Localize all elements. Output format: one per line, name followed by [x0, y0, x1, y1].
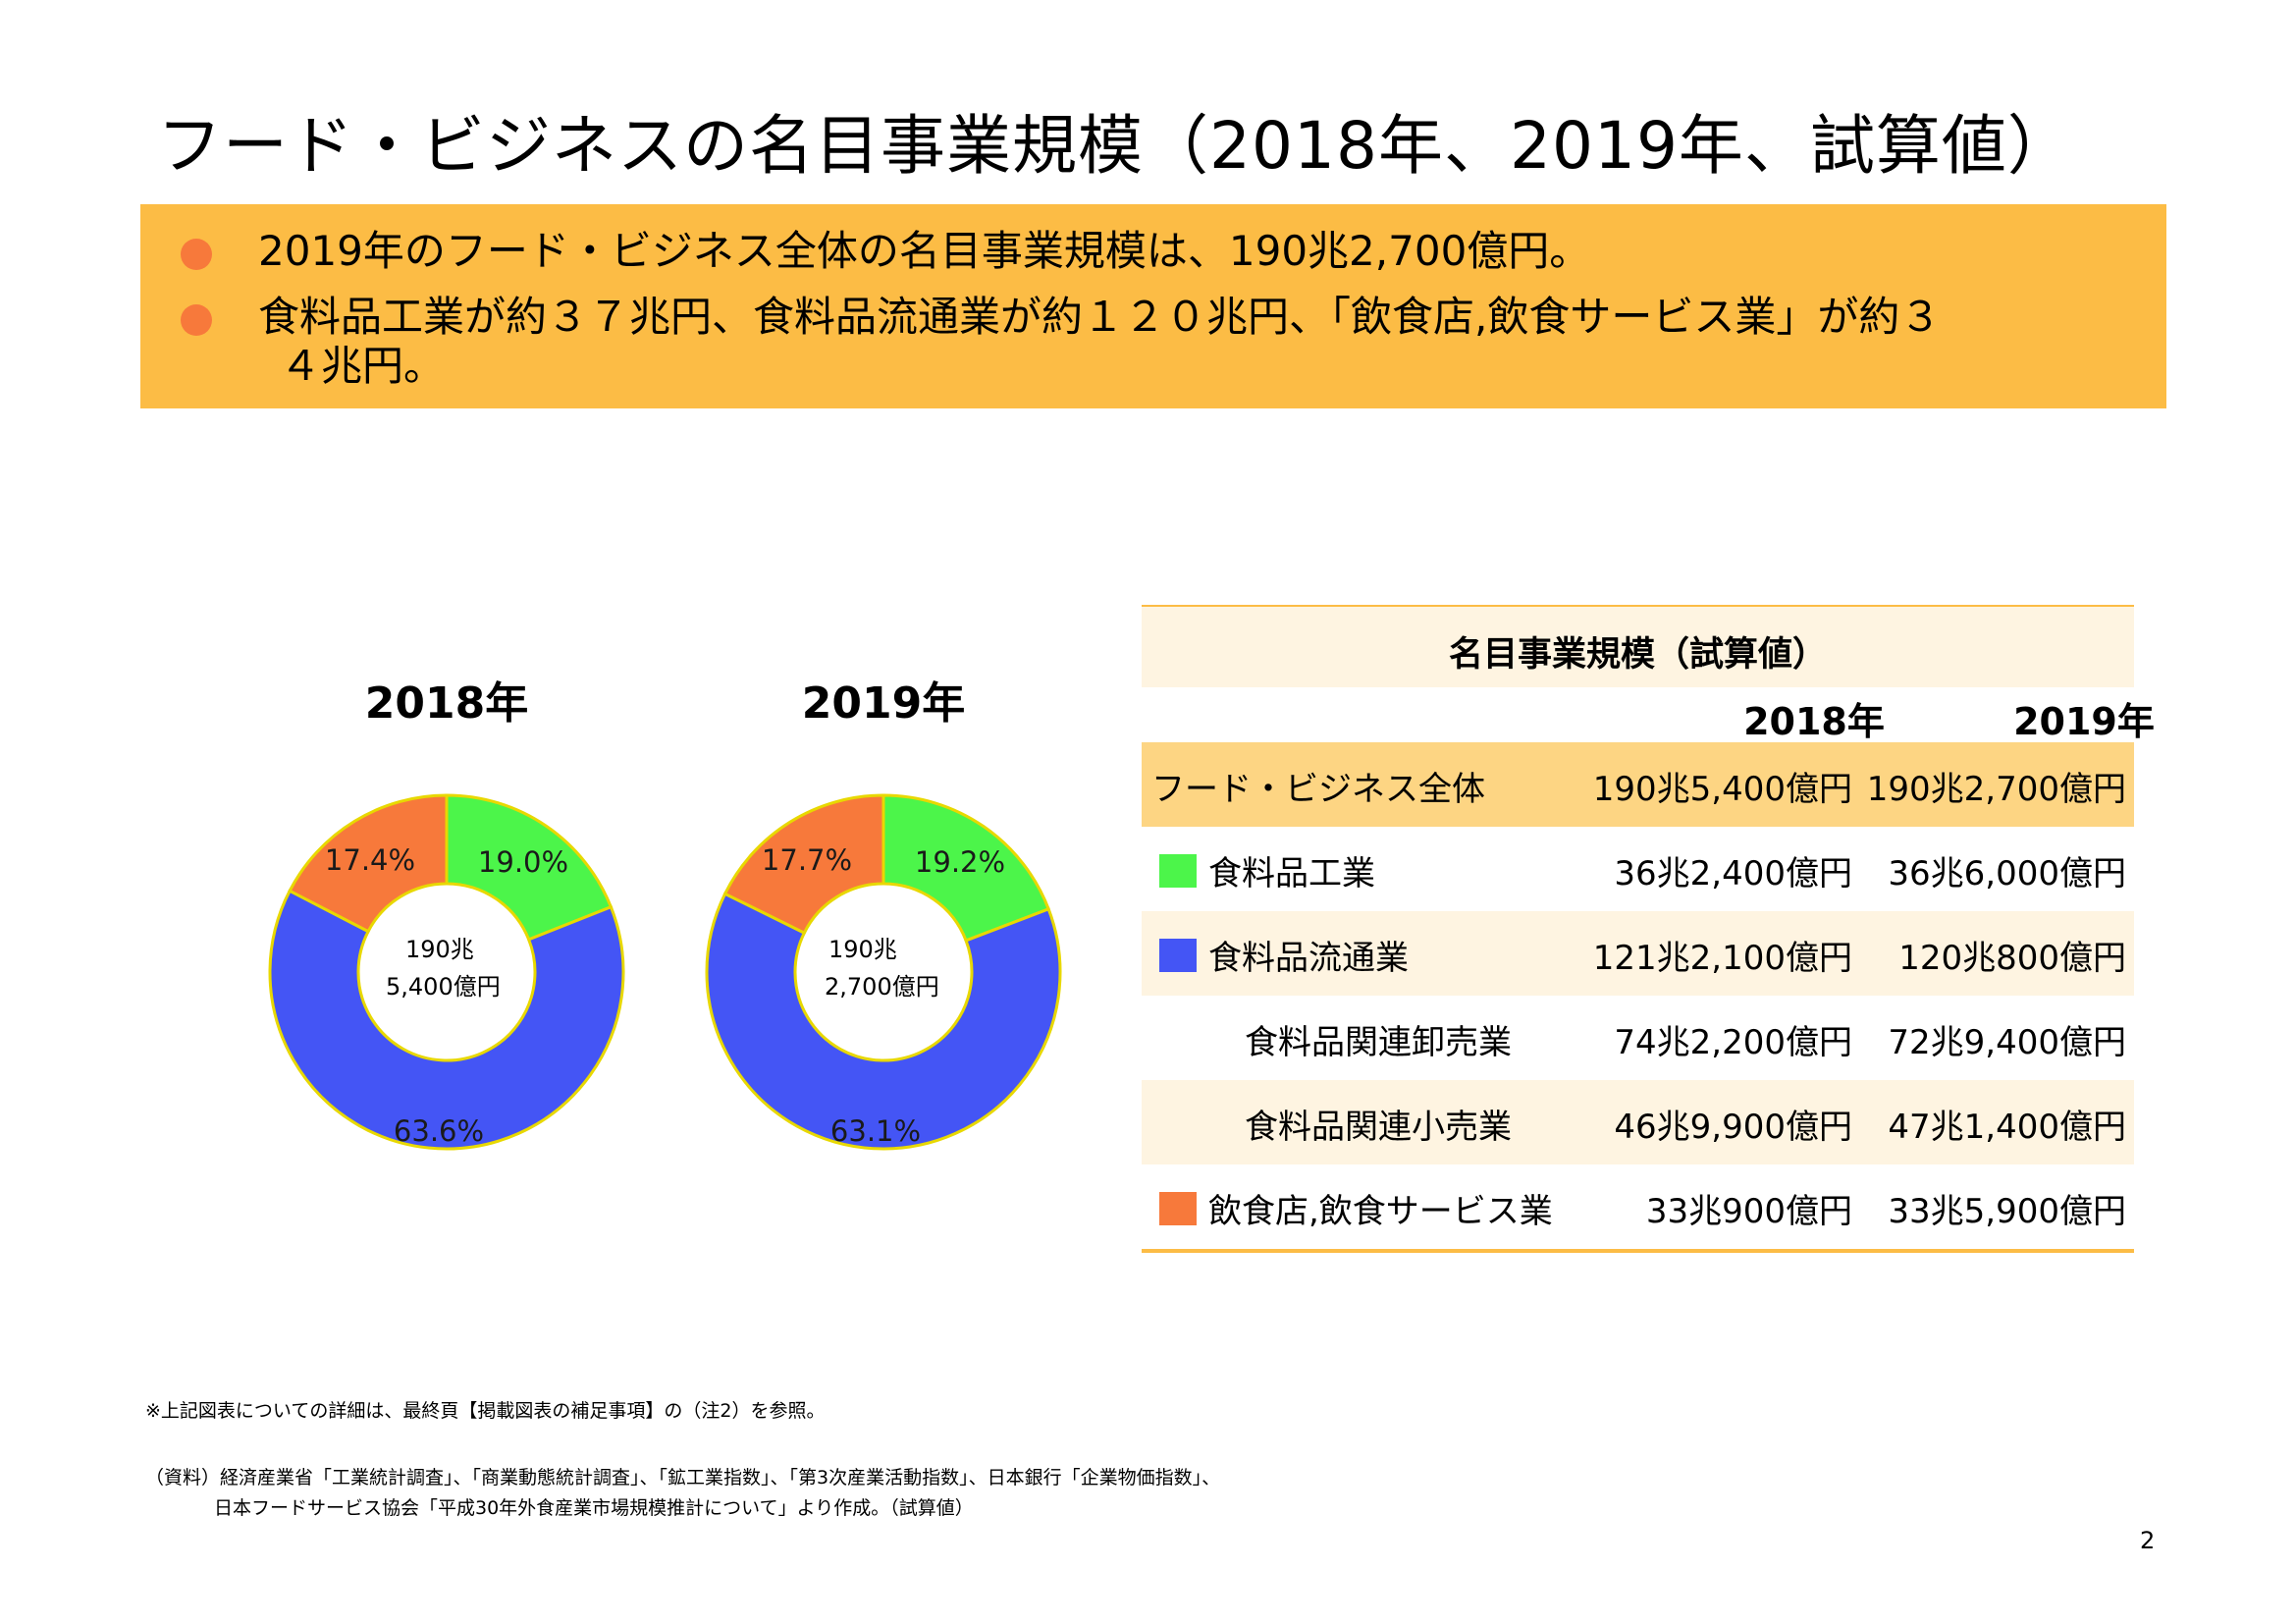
donut-svg: 19.0% 63.6% 17.4%	[268, 793, 625, 1151]
center-label: 190兆 2,700億円	[825, 931, 939, 1005]
chart-title-2019: 2019年	[801, 678, 966, 729]
table-bottom-rule	[1142, 1249, 2134, 1253]
row-label: 食料品関連卸売業	[1245, 1023, 1512, 1062]
table-year-2018: 2018年	[1743, 700, 1885, 743]
donut-slice	[268, 889, 625, 1151]
center-label: 190兆 5,400億円	[386, 931, 501, 1005]
row-label: フード・ビジネス全体	[1151, 770, 1485, 809]
page-number: 2	[2140, 1527, 2156, 1554]
donut-chart-2018: 19.0% 63.6% 17.4% 190兆 5,400億円	[250, 776, 643, 1168]
slice-value-label: 19.2%	[915, 845, 1005, 879]
slice-value-label: 63.6%	[394, 1114, 484, 1148]
value-2019: 36兆6,000億円	[1888, 854, 2126, 893]
donut-slice	[722, 793, 885, 936]
slice-value-label: 17.7%	[762, 843, 852, 877]
value-2019: 72兆9,400億円	[1888, 1023, 2126, 1062]
center-label-line: 190兆	[828, 936, 897, 963]
table-year-2019: 2019年	[2013, 700, 2155, 743]
row-label: 飲食店,飲食サービス業	[1208, 1192, 1553, 1231]
value-2019: 120兆800億円	[1898, 939, 2126, 978]
source-line: （資料）経済産業省「工業統計調査」、「商業動態統計調査」、「鉱工業指数」、「第3…	[145, 1467, 1221, 1489]
donut-slice	[881, 793, 1051, 943]
table-row: 食料品流通業 121兆2,100億円 120兆800億円	[1142, 911, 2134, 996]
footnote: ※上記図表についての詳細は、最終頁【掲載図表の補足事項】の（注2）を参照。	[145, 1400, 826, 1422]
value-2019: 190兆2,700億円	[1866, 770, 2126, 809]
summary-text: 食料品工業が約３７兆円、食料品流通業が約１２０兆円、「飲食店,飲食サービス業」が…	[258, 293, 2143, 391]
table-caption: 名目事業規模（試算値）	[1448, 635, 1827, 675]
slice-value-label: 19.0%	[478, 845, 568, 879]
summary-text-line: ４兆円。	[280, 342, 446, 390]
summary-text-line: 食料品工業が約３７兆円、食料品流通業が約１２０兆円、「飲食店,飲食サービス業」が…	[258, 293, 1942, 341]
value-2019: 33兆5,900億円	[1888, 1192, 2126, 1231]
bullet-dot-icon	[181, 239, 212, 270]
table-top-rule	[1142, 605, 2134, 607]
slice-value-label: 63.1%	[830, 1114, 921, 1148]
value-2018: 121兆2,100億円	[1592, 939, 1852, 978]
table-row: 飲食店,飲食サービス業 33兆900億円 33兆5,900億円	[1142, 1164, 2134, 1249]
row-label: 食料品工業	[1208, 854, 1375, 893]
donut-chart-2019: 19.2% 63.1% 17.7% 190兆 2,700億円	[687, 776, 1080, 1168]
blue-swatch-icon	[1159, 939, 1197, 972]
center-label-line: 190兆	[405, 936, 474, 963]
donut-slice	[445, 793, 614, 942]
table-row: フード・ビジネス全体 190兆5,400億円 190兆2,700億円	[1142, 742, 2134, 827]
row-label: 食料品流通業	[1208, 939, 1409, 978]
value-2018: 46兆9,900億円	[1614, 1108, 1852, 1147]
value-2018: 190兆5,400億円	[1592, 770, 1852, 809]
table-row: 食料品関連小売業 46兆9,900億円 47兆1,400億円	[1142, 1080, 2134, 1164]
row-label: 食料品関連小売業	[1245, 1108, 1512, 1147]
page-title: フード・ビジネスの名目事業規模（2018年、2019年、試算値）	[157, 108, 2073, 184]
center-label-line: 5,400億円	[386, 973, 501, 1001]
source-line: 日本フードサービス協会「平成30年外食産業市場規模推計について」より作成。（試算…	[214, 1497, 974, 1519]
table-row: 食料品関連卸売業 74兆2,200億円 72兆9,400億円	[1142, 996, 2134, 1080]
value-2018: 36兆2,400億円	[1614, 854, 1852, 893]
value-2018: 74兆2,200億円	[1614, 1023, 1852, 1062]
donut-svg: 19.2% 63.1% 17.7%	[705, 793, 1062, 1151]
orange-swatch-icon	[1159, 1192, 1197, 1225]
table-caption-bar: 名目事業規模（試算値）	[1142, 607, 2134, 687]
value-2019: 47兆1,400億円	[1888, 1108, 2126, 1147]
bullet-dot-icon	[181, 304, 212, 336]
summary-text: 2019年のフード・ビジネス全体の名目事業規模は、190兆2,700億円。	[258, 227, 1591, 275]
donut-slice	[288, 793, 449, 934]
green-swatch-icon	[1159, 854, 1197, 888]
donut-slice	[705, 892, 1062, 1151]
value-2018: 33兆900億円	[1645, 1192, 1852, 1231]
chart-title-2018: 2018年	[364, 678, 529, 729]
slice-value-label: 17.4%	[325, 843, 415, 877]
summary-box: 2019年のフード・ビジネス全体の名目事業規模は、190兆2,700億円。 食料…	[140, 204, 2166, 408]
center-label-line: 2,700億円	[825, 973, 939, 1001]
table-row: 食料品工業 36兆2,400億円 36兆6,000億円	[1142, 827, 2134, 911]
